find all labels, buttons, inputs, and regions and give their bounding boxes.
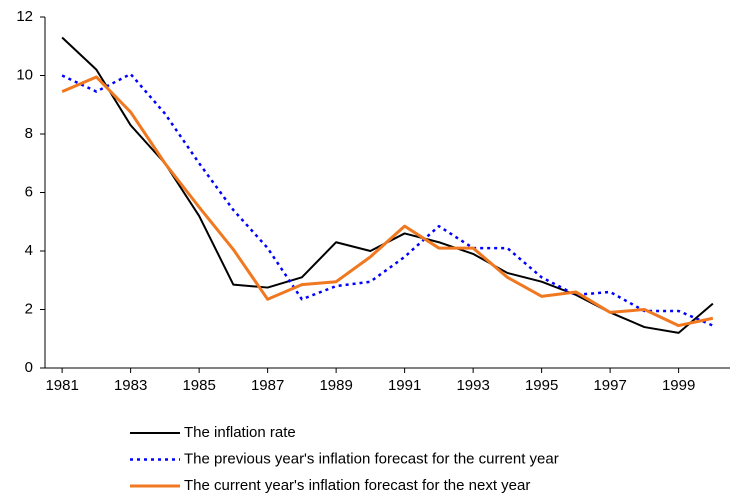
x-tick-label: 1981	[45, 377, 78, 394]
y-tick-label: 10	[16, 66, 33, 83]
x-tick-label: 1989	[319, 377, 352, 394]
x-tick-label: 1997	[593, 377, 626, 394]
data-line	[61, 72, 714, 327]
y-tick-label: 4	[25, 242, 33, 259]
data-line	[61, 75, 714, 328]
x-tick-label: 1983	[114, 377, 147, 394]
data-line	[61, 36, 714, 334]
y-tick-label: 6	[25, 183, 33, 200]
y-tick-label: 0	[25, 359, 33, 376]
x-tick-label: 1999	[662, 377, 695, 394]
x-tick-label: 1987	[251, 377, 284, 394]
legend-label: The previous year's inflation forecast f…	[184, 450, 559, 467]
x-tick-label: 1985	[182, 377, 215, 394]
x-tick-label: 1991	[388, 377, 421, 394]
legend-label: The inflation rate	[184, 424, 296, 441]
y-tick-label: 12	[16, 8, 33, 25]
x-tick-label: 1993	[456, 377, 489, 394]
y-tick-label: 8	[25, 125, 33, 142]
x-tick-label: 1995	[525, 377, 558, 394]
y-tick-label: 2	[25, 300, 33, 317]
legend-label: The current year's inflation forecast fo…	[184, 477, 530, 494]
